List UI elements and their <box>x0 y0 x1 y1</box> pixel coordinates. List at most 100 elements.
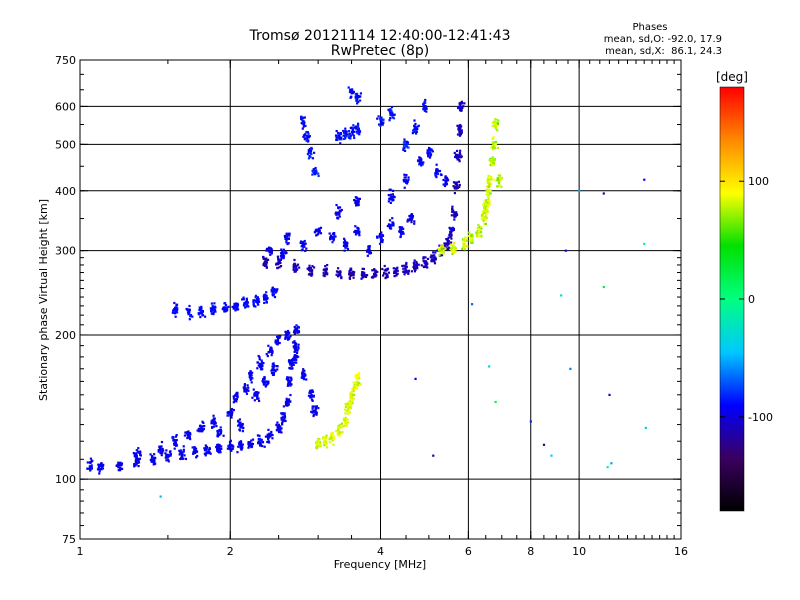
echo-point <box>280 248 283 251</box>
echo-point <box>307 394 311 397</box>
echo-point <box>402 270 405 274</box>
echo-point <box>270 354 273 357</box>
echo-point <box>90 464 93 467</box>
echo-point <box>413 259 416 262</box>
echo-point <box>225 309 228 312</box>
echo-point <box>356 204 359 207</box>
echo-point <box>266 440 269 444</box>
echo-point <box>200 312 203 315</box>
echo-point <box>238 421 241 424</box>
echo-point <box>193 446 196 449</box>
echo-point <box>412 128 416 131</box>
echo-point <box>403 176 406 179</box>
echo-point <box>357 100 360 103</box>
echo-point <box>344 130 347 133</box>
echo-point <box>347 409 350 413</box>
echo-point <box>336 212 339 215</box>
echo-point <box>238 418 242 421</box>
echo-point <box>353 130 356 133</box>
echo-point <box>265 352 268 356</box>
echo-point <box>309 389 312 392</box>
echo-point <box>480 227 483 230</box>
echo-point <box>293 340 296 343</box>
colorbar-tick-label: 0 <box>748 293 755 306</box>
y-tick-label: 400 <box>55 185 76 198</box>
echo-point <box>187 313 190 316</box>
echo-point <box>216 449 219 452</box>
echo-point <box>415 264 419 267</box>
echo-point <box>350 95 353 98</box>
echo-point <box>254 299 257 302</box>
echo-point <box>293 329 296 332</box>
echo-point <box>271 433 274 437</box>
echo-point <box>273 295 277 299</box>
echo-point <box>387 194 390 197</box>
echo-point <box>139 451 142 455</box>
echo-point <box>198 308 201 312</box>
echo-point <box>139 453 142 456</box>
echo-point <box>231 447 234 450</box>
echo-point <box>428 156 432 159</box>
echo-point <box>222 306 225 309</box>
echo-point <box>289 361 292 364</box>
y-tick-label: 300 <box>55 245 76 258</box>
echo-point <box>89 467 93 470</box>
echo-point <box>393 113 396 116</box>
echo-point <box>280 416 283 420</box>
echo-point <box>173 441 177 444</box>
echo-point <box>293 262 296 265</box>
echo-point <box>259 444 262 447</box>
echo-point <box>280 431 283 434</box>
echo-point <box>167 458 170 461</box>
echo-point <box>351 399 354 403</box>
y-axis-label: Stationary phase Virtual Height [km] <box>37 199 50 401</box>
echo-point <box>230 407 234 411</box>
echo-point <box>368 249 371 252</box>
echo-point <box>417 124 420 127</box>
echo-point <box>230 416 233 419</box>
echo-point <box>470 234 473 237</box>
echo-point <box>345 243 349 246</box>
echo-point <box>236 308 239 311</box>
echo-point <box>268 435 271 438</box>
echo-point <box>279 430 282 434</box>
echo-point <box>431 255 434 258</box>
echo-point <box>284 334 287 337</box>
echo-point <box>337 428 340 432</box>
echo-point <box>159 449 162 452</box>
echo-point <box>135 458 139 461</box>
echo-point <box>301 376 304 380</box>
echo-point <box>421 163 424 166</box>
echo-point <box>255 300 258 304</box>
echo-point <box>135 457 138 460</box>
echo-point <box>324 265 327 268</box>
echo-point <box>281 249 284 253</box>
echo-point <box>325 271 328 274</box>
echo-point <box>283 414 286 417</box>
echo-point <box>265 266 268 269</box>
echo-point <box>214 306 217 309</box>
echo-point <box>324 440 327 443</box>
echo-point <box>316 228 319 231</box>
echo-point <box>423 108 426 111</box>
echo-point <box>494 146 497 150</box>
echo-point <box>458 102 461 105</box>
echo-point <box>317 229 321 232</box>
echo-point <box>244 390 247 393</box>
echo-point <box>238 442 241 446</box>
echo-point <box>302 123 306 127</box>
echo-point <box>497 176 500 180</box>
echo-point <box>488 174 491 178</box>
echo-point <box>353 198 356 202</box>
echo-point <box>337 271 340 274</box>
echo-point <box>328 437 331 441</box>
echo-point <box>186 308 189 312</box>
echo-point <box>295 268 298 271</box>
echo-point <box>407 176 410 179</box>
echo-point <box>343 239 347 242</box>
echo-point <box>334 134 338 137</box>
echo-point <box>269 432 272 435</box>
echo-point <box>90 460 94 463</box>
echo-point <box>263 376 266 379</box>
